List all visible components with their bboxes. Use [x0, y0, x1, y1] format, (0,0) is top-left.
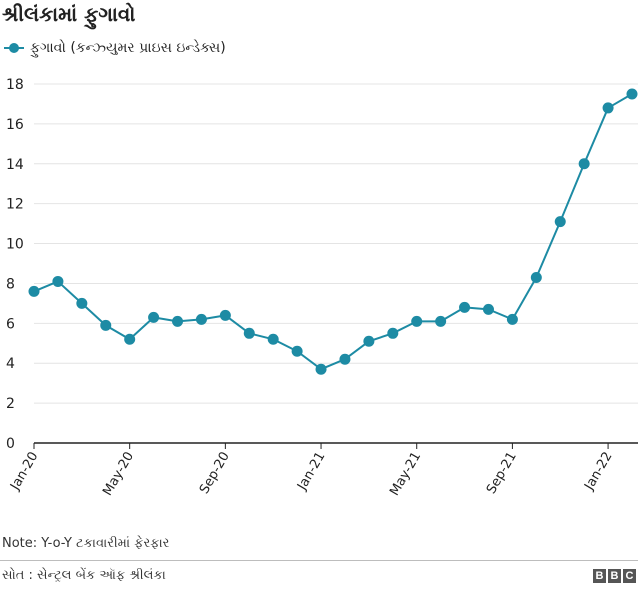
x-tick-label: Jan-22	[581, 450, 615, 494]
data-point	[28, 285, 40, 297]
data-point	[195, 313, 207, 325]
legend-label: ફુગાવો (કન્ઝ્યુમર પ્રાઇસ ઇન્ડેક્સ)	[30, 40, 226, 56]
line-chart: 0 2 4 6 8 10 12 14 16 18 Jan-20 May-20 Sep-20 Jan-21 M…	[6, 77, 638, 499]
bbc-logo-letter: C	[623, 569, 636, 583]
data-point	[219, 309, 231, 321]
data-point	[435, 315, 447, 327]
data-point	[172, 315, 184, 327]
x-tick-label: Jan-20	[7, 450, 41, 494]
legend-swatch-icon	[4, 42, 24, 54]
bbc-logo-letter: B	[608, 569, 621, 583]
x-tick-label: May-21	[387, 450, 424, 499]
chart-title: શ્રીલંકામાં ફુગાવો	[2, 2, 136, 26]
y-tick-label: 4	[6, 356, 15, 372]
chart-note: Note: Y-o-Y ટકાવારીમાં ફેરફાર	[2, 536, 170, 551]
y-tick-label: 14	[6, 157, 24, 173]
data-point	[148, 311, 160, 323]
bbc-logo-letter: B	[593, 569, 606, 583]
data-point	[482, 303, 494, 315]
series-line	[33, 93, 633, 371]
data-point	[387, 327, 399, 339]
y-tick-label: 2	[6, 396, 15, 412]
y-tick-label: 6	[6, 316, 15, 332]
data-point	[530, 271, 542, 283]
data-point	[315, 363, 327, 375]
data-point	[124, 333, 136, 345]
y-tick-label: 10	[6, 237, 24, 253]
y-tick-label: 0	[6, 436, 15, 452]
y-tick-label: 12	[6, 197, 24, 213]
data-point	[626, 88, 638, 100]
data-point	[76, 297, 88, 309]
data-point	[339, 353, 351, 365]
x-tick-label: Sep-21	[484, 450, 520, 497]
data-point	[602, 102, 614, 114]
data-point	[459, 301, 471, 313]
data-point	[411, 315, 423, 327]
data-point	[100, 319, 112, 331]
y-tick-label: 8	[6, 276, 15, 292]
y-tick-label: 16	[6, 117, 24, 133]
legend: ફુગાવો (કન્ઝ્યુમર પ્રાઇસ ઇન્ડેક્સ)	[4, 40, 226, 56]
x-tick-label: Sep-20	[197, 450, 233, 497]
data-point	[267, 333, 279, 345]
data-point	[578, 158, 590, 170]
bbc-logo: B B C	[593, 569, 636, 583]
footer-divider	[0, 560, 638, 561]
x-tick-label: Jan-21	[294, 450, 328, 494]
data-point	[243, 327, 255, 339]
data-point	[363, 335, 375, 347]
y-tick-label: 18	[6, 77, 24, 93]
data-point	[554, 216, 566, 228]
source-credit: સોત : સેન્ટ્રલ બેંક ઑફ શ્રીલંકા	[2, 568, 166, 583]
data-point	[506, 313, 518, 325]
x-tick-label: May-20	[100, 450, 137, 499]
data-point	[291, 345, 303, 357]
data-point	[52, 275, 64, 287]
